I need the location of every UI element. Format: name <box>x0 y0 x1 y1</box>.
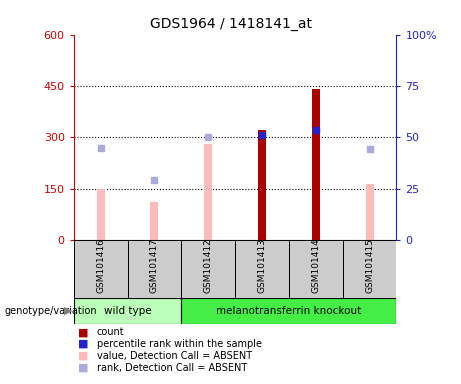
Text: GSM101414: GSM101414 <box>311 238 320 293</box>
Text: GSM101413: GSM101413 <box>258 238 266 293</box>
Text: count: count <box>97 327 124 337</box>
Bar <box>204 144 212 240</box>
Text: ■: ■ <box>78 339 89 349</box>
Text: melanotransferrin knockout: melanotransferrin knockout <box>216 306 361 316</box>
Bar <box>235 240 289 298</box>
Bar <box>128 240 181 298</box>
Text: GSM101417: GSM101417 <box>150 238 159 293</box>
Text: rank, Detection Call = ABSENT: rank, Detection Call = ABSENT <box>97 363 247 373</box>
Bar <box>97 189 105 240</box>
Text: ■: ■ <box>78 363 89 373</box>
Text: GSM101415: GSM101415 <box>365 238 374 293</box>
Bar <box>258 130 266 240</box>
Bar <box>150 202 159 240</box>
Bar <box>343 240 396 298</box>
Text: ■: ■ <box>78 351 89 361</box>
Text: ▶: ▶ <box>64 306 72 316</box>
Text: GSM101416: GSM101416 <box>96 238 105 293</box>
Bar <box>181 298 396 324</box>
Text: value, Detection Call = ABSENT: value, Detection Call = ABSENT <box>97 351 252 361</box>
Bar <box>366 184 373 240</box>
Bar <box>74 240 128 298</box>
Text: ■: ■ <box>78 327 89 337</box>
Bar <box>289 240 343 298</box>
Text: genotype/variation: genotype/variation <box>5 306 97 316</box>
Bar <box>312 89 320 240</box>
Bar <box>181 240 235 298</box>
Text: GDS1964 / 1418141_at: GDS1964 / 1418141_at <box>149 17 312 31</box>
Text: percentile rank within the sample: percentile rank within the sample <box>97 339 262 349</box>
Text: GSM101412: GSM101412 <box>204 238 213 293</box>
Bar <box>74 298 181 324</box>
Text: wild type: wild type <box>104 306 151 316</box>
